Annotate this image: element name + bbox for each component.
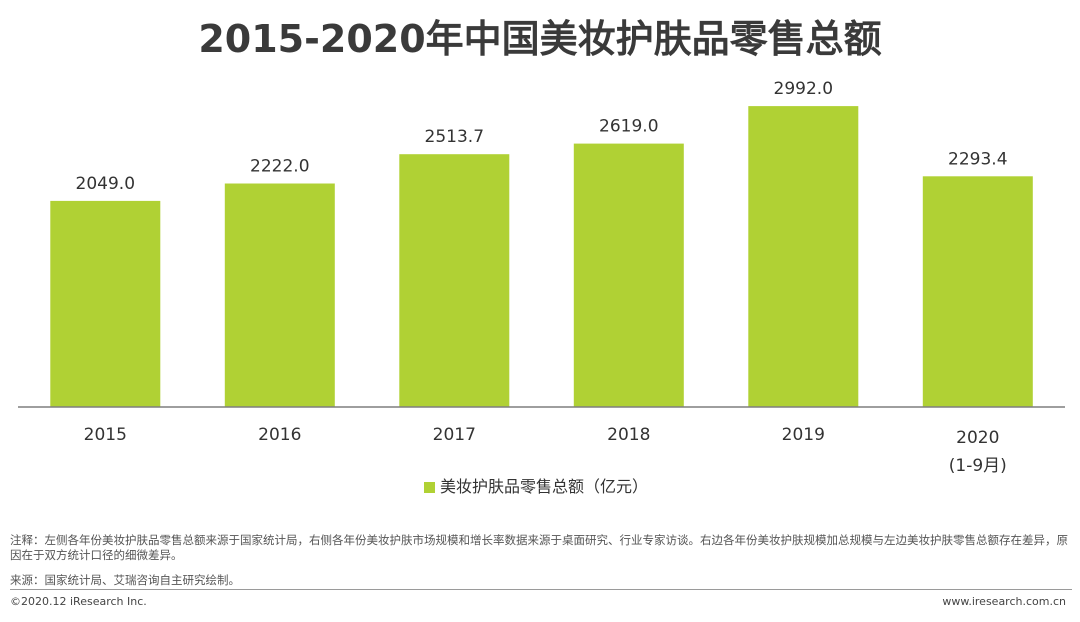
data-label-2020: 2293.4 bbox=[948, 149, 1007, 169]
bar-2019 bbox=[748, 106, 859, 407]
website-link[interactable]: www.iresearch.com.cn bbox=[942, 595, 1066, 608]
x-tick-label-2020: 2020 bbox=[956, 428, 999, 448]
data-label-2017: 2513.7 bbox=[425, 127, 484, 147]
copyright-text: ©2020.12 iResearch Inc. bbox=[10, 595, 147, 608]
footer-divider bbox=[10, 589, 1072, 590]
x-tick-label-2017: 2017 bbox=[433, 425, 476, 445]
data-label-2015: 2049.0 bbox=[76, 174, 135, 194]
data-label-2018: 2619.0 bbox=[599, 117, 658, 137]
bar-2018 bbox=[573, 143, 684, 407]
bar-chart: 2049.0 2015 2222.0 2016 2513.7 2017 2619.0 2018… bbox=[18, 79, 1065, 496]
bar-2017 bbox=[399, 154, 510, 407]
chart-title: 2015-2020年中国美妆护肤品零售总额 bbox=[198, 17, 882, 61]
chart-note: 注释：左侧各年份美妆护肤品零售总额来源于国家统计局，右侧各年份美妆护肤市场规模和… bbox=[10, 533, 1068, 562]
x-tick-label-2018: 2018 bbox=[607, 425, 650, 445]
bar-2016 bbox=[224, 183, 335, 407]
chart-source: 来源：国家统计局、艾瑞咨询自主研究绘制。 bbox=[10, 573, 240, 587]
data-label-2016: 2222.0 bbox=[250, 157, 309, 177]
bar-2020 bbox=[922, 176, 1033, 407]
legend-swatch bbox=[424, 482, 435, 493]
x-tick-label-2015: 2015 bbox=[84, 425, 127, 445]
x-tick-label-2016: 2016 bbox=[258, 425, 301, 445]
x-tick-label-2019: 2019 bbox=[782, 425, 825, 445]
x-tick-sublabel-2020: (1-9月) bbox=[949, 456, 1007, 476]
data-label-2019: 2992.0 bbox=[774, 79, 833, 99]
legend-label: 美妆护肤品零售总额（亿元） bbox=[440, 477, 648, 496]
bar-2015 bbox=[50, 200, 161, 407]
